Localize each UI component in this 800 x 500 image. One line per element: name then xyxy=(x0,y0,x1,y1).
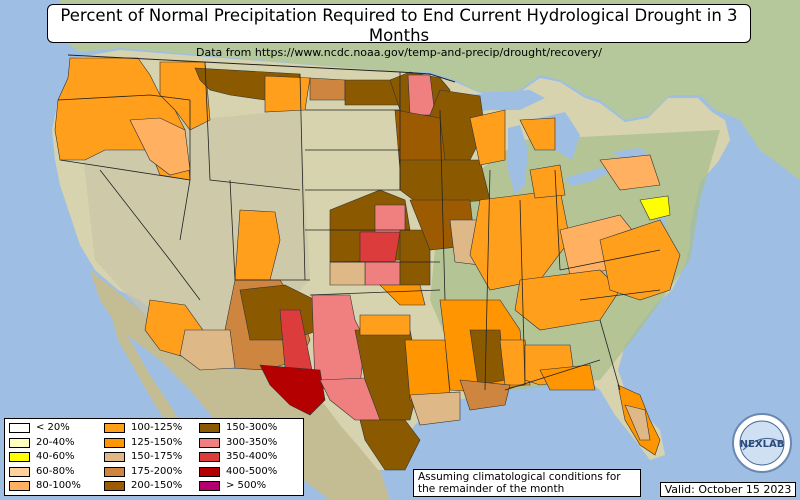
legend-label: 400-500% xyxy=(226,465,278,477)
legend-swatch xyxy=(104,437,125,448)
legend-label: > 500% xyxy=(226,480,267,491)
legend-swatch xyxy=(9,466,30,477)
legend-swatch xyxy=(199,423,220,433)
legend: < 20% 20-40% 40-60% 60-80% 80-100% 100-125% 12… xyxy=(4,418,304,496)
legend-swatch xyxy=(104,452,125,462)
mexico-land xyxy=(90,270,390,500)
legend-swatch xyxy=(9,423,30,433)
state-borders xyxy=(57,61,661,391)
legend-swatch xyxy=(104,423,125,433)
legend-label: < 20% xyxy=(36,422,70,433)
lake-michigan xyxy=(508,125,528,195)
legend-label: 300-350% xyxy=(226,436,278,448)
legend-label: 80-100% xyxy=(36,480,81,491)
title-box: Percent of Normal Precipitation Required… xyxy=(47,4,751,59)
legend-swatch xyxy=(199,466,220,477)
legend-swatch xyxy=(9,437,30,448)
logo-text: NEXLAB xyxy=(740,439,785,450)
valid-date: Valid: October 15 2023 xyxy=(660,482,796,497)
legend-label: 150-300% xyxy=(226,422,278,433)
legend-label: 175-200% xyxy=(131,465,183,477)
legend-label: 150-175% xyxy=(131,451,183,462)
legend-swatch xyxy=(199,437,220,448)
baja xyxy=(110,310,185,435)
lake-erie xyxy=(565,168,615,186)
legend-label: 200-150% xyxy=(131,480,183,491)
nexlab-logo: NEXLAB xyxy=(732,413,792,473)
canada-land xyxy=(60,0,800,180)
legend-label: 100-125% xyxy=(131,422,183,433)
legend-swatch xyxy=(9,452,30,462)
legend-swatch xyxy=(9,481,30,491)
map-title: Percent of Normal Precipitation Required… xyxy=(60,6,738,45)
legend-label: 350-400% xyxy=(226,451,278,462)
legend-label: 40-60% xyxy=(36,451,75,462)
drought-regions xyxy=(54,57,681,471)
legend-label: 60-80% xyxy=(36,465,75,477)
legend-swatch xyxy=(199,481,220,491)
map-subtitle: Data from https://www.ncdc.noaa.gov/temp… xyxy=(196,46,602,59)
legend-swatch xyxy=(104,466,125,477)
legend-swatch xyxy=(199,452,220,462)
legend-label: 125-150% xyxy=(131,436,183,448)
legend-swatch xyxy=(104,481,125,491)
lake-ontario xyxy=(612,148,648,160)
assumption-note: Assuming climatological conditions for t… xyxy=(413,469,641,497)
legend-label: 20-40% xyxy=(36,436,75,448)
